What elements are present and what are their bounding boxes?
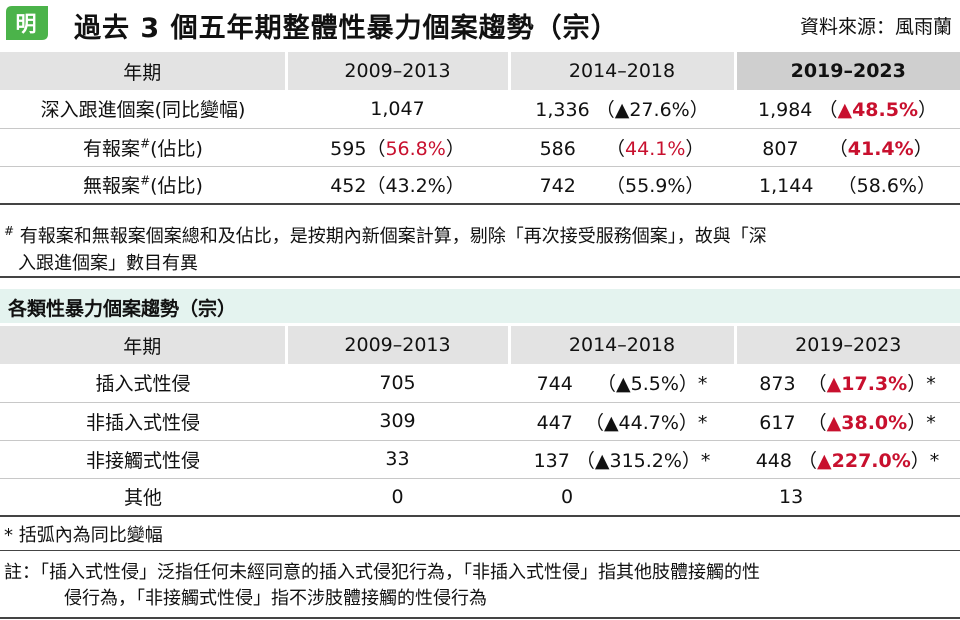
ming-pao-logo: 明 [6,6,48,40]
table-row: 深入跟進個案(同比變幅) 1,047 1,336 （▲27.6%） 1,984 … [0,90,960,128]
table-header-row: 年期 2009–2013 2014–2018 2019–2023 [0,52,960,90]
section-heading: 各類性暴力個案趨勢（宗） [0,289,960,323]
table-cell: 13 [779,485,804,508]
table-row: 有報案#(佔比) 595（56.8%） 586 （44.1%） 807 （41.… [0,128,960,166]
table-cell: 1,336 （▲27.6%） [535,99,709,122]
table-cell: 742 （55.9%） [539,175,705,198]
table-cell: 586 （44.1%） [539,137,705,160]
table-cell: 873 （▲17.3%）* [759,373,936,396]
table-footnote: # 有報案和無報案個案總和及佔比，是按期內新個案計算，剔除「再次接受服務個案」，… [4,224,767,274]
table-cell: 33 [385,448,410,470]
overall-trend-table: 年期 2009–2013 2014–2018 2019–2023 深入跟進個案(… [0,52,960,205]
table-row: 非插入式性侵 309 447 （▲44.7%）* 617 （▲38.0%）* [0,402,960,440]
bottom-rule [0,617,960,619]
row-label: 有報案#(佔比) [83,136,203,160]
rule [0,550,960,551]
table-row: 插入式性侵 705 744 （▲5.5%）* 873 （▲17.3%）* [0,364,960,402]
table-cell: 617 （▲38.0%）* [759,411,936,434]
row-label: 非接觸式性侵 [85,449,200,472]
table-cell: 1,144 （58.6%） [759,175,936,198]
table-cell: 744 （▲5.5%）* [536,373,708,396]
definition-note: 註：「插入式性侵」泛指任何未經同意的插入式侵犯行為，「非插入式性侵」指其他肢體接… [4,562,760,609]
table-cell: 137 （▲315.2%）* [533,449,711,472]
table-cell: 807 （41.4%） [762,137,933,160]
table-header-row: 年期 2009–2013 2014–2018 2019–2023 [0,326,960,364]
table-cell: 448 （▲227.0%）* [755,449,940,472]
section-divider [0,276,960,278]
table-cell: 1,984 （▲48.5%） [757,99,937,122]
header-2009-2013: 2009–2013 [286,326,511,364]
table-row: 無報案#(佔比) 452（43.2%） 742 （55.9%） 1,144 （5… [0,166,960,204]
header-2019-2023: 2019–2023 [735,326,960,364]
row-label: 插入式性侵 [95,373,191,396]
yoy-footnote: * 括弧內為同比變幅 [4,525,163,546]
table-row: 其他 0 0 13 [0,478,960,516]
logo-char: 明 [16,12,37,36]
table-cell: 0 [391,485,404,508]
row-label: 其他 [123,487,162,510]
table-cell: 705 [379,371,416,394]
table-cell: 447 （▲44.7%）* [536,411,708,434]
page-title: 過去 3 個五年期整體性暴力個案趨勢（宗） [74,13,619,44]
row-label: 非插入式性侵 [85,411,200,434]
table-cell: 0 [561,485,574,508]
table-row: 非接觸式性侵 33 137 （▲315.2%）* 448 （▲227.0%）* [0,440,960,478]
header-period: 年期 [0,52,288,90]
header-2014-2018: 2014–2018 [509,326,737,364]
table-cell: 595（56.8%） [330,137,465,160]
table-cell: 309 [379,410,416,432]
row-label: 無報案#(佔比) [83,173,203,198]
header-period: 年期 [0,326,288,364]
header: 明 過去 3 個五年期整體性暴力個案趨勢（宗） 資料來源：風雨蘭 [0,0,960,48]
row-label: 深入跟進個案(同比變幅) [40,99,246,122]
header-2019-2023: 2019–2023 [735,52,960,90]
table-cell: 452（43.2%） [330,175,465,198]
source-note: 資料來源：風雨蘭 [799,16,952,38]
category-trend-table: 年期 2009–2013 2014–2018 2019–2023 插入式性侵 7… [0,326,960,517]
table-cell: 1,047 [370,97,425,120]
header-2014-2018: 2014–2018 [509,52,737,90]
header-2009-2013: 2009–2013 [286,52,511,90]
